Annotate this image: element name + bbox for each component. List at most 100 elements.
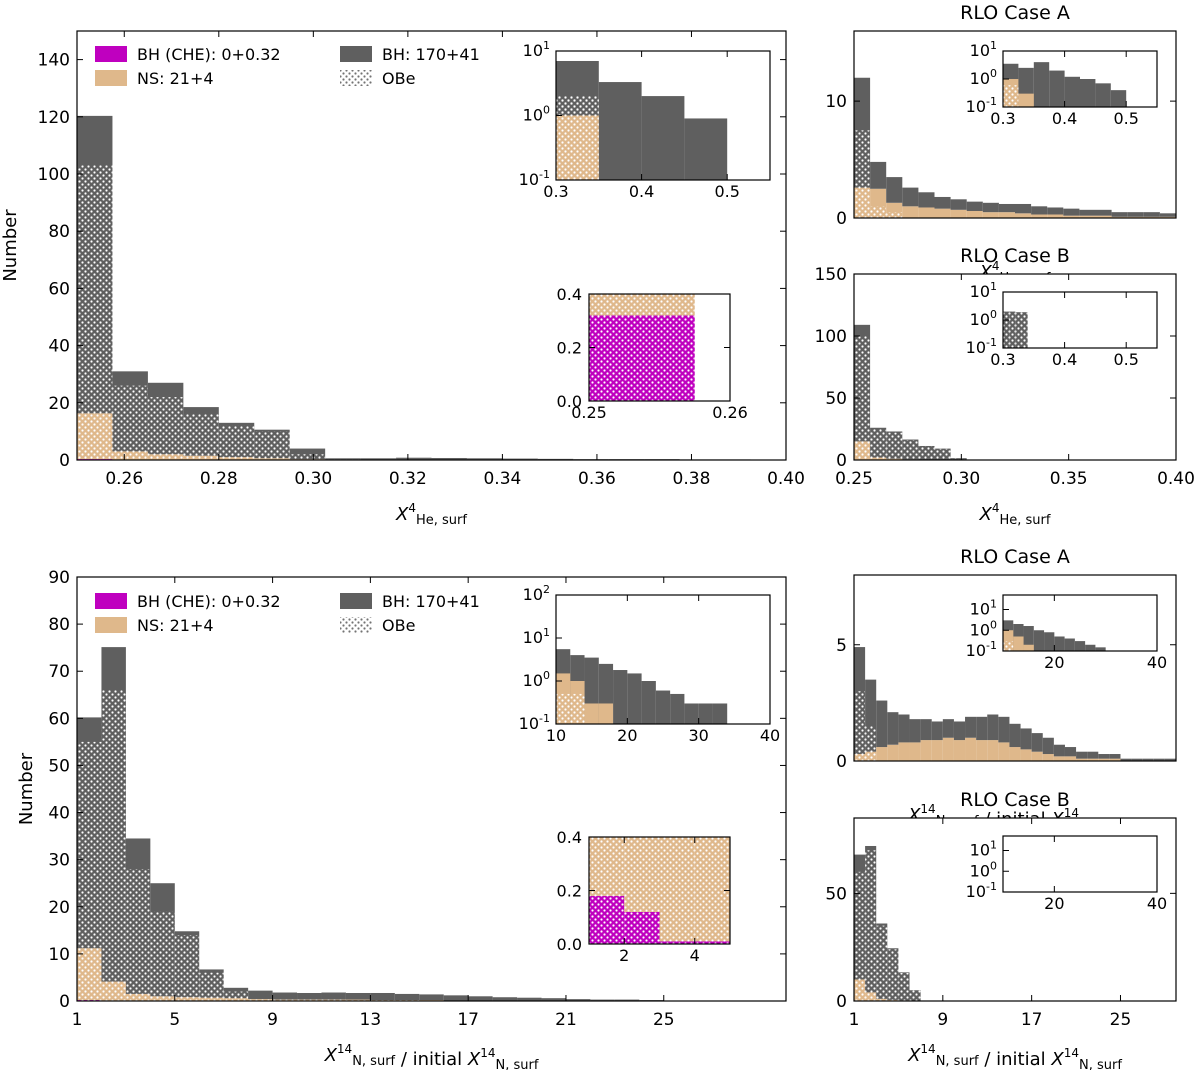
x-tick-label: 0.38 bbox=[673, 469, 711, 489]
bar-bh bbox=[1023, 626, 1034, 651]
bar-ns bbox=[920, 740, 932, 761]
bar-bh bbox=[870, 161, 887, 189]
x-tick-label: 20 bbox=[1044, 653, 1064, 672]
bar-obe bbox=[886, 212, 903, 218]
y-tick-label: 30 bbox=[48, 851, 70, 871]
bar-obe bbox=[876, 925, 888, 1001]
bar-bh bbox=[965, 716, 977, 738]
bar-bh bbox=[565, 999, 591, 1001]
bar-bh bbox=[1098, 754, 1110, 759]
y-tick-label: 0.0 bbox=[557, 392, 582, 411]
bar-bh bbox=[1064, 638, 1075, 651]
bar-obe bbox=[183, 414, 219, 460]
x-axis-label: X14N, surf / initial X14N, surf bbox=[324, 1042, 539, 1070]
y-tick-label: 101 bbox=[970, 839, 997, 860]
bar-ns bbox=[1031, 751, 1043, 761]
legend-swatch-bh-che bbox=[95, 46, 127, 62]
x-tick-label: 0.3 bbox=[990, 350, 1015, 369]
legend-swatch-bh-che bbox=[95, 593, 127, 609]
bar-bh bbox=[1164, 758, 1176, 761]
bar-bh bbox=[1009, 723, 1021, 748]
bar-bh bbox=[1020, 728, 1032, 750]
bar-ns-front bbox=[1003, 630, 1014, 651]
legend-label-bh-che: BH (CHE): 0+0.32 bbox=[137, 45, 281, 64]
y-tick-label: 100 bbox=[970, 67, 997, 88]
y-tick-label: 100 bbox=[970, 618, 997, 639]
x-tick-label: 0.25 bbox=[835, 469, 873, 489]
y-tick-label: 10-1 bbox=[966, 95, 997, 116]
bar-ns bbox=[953, 740, 966, 761]
plot-frame bbox=[76, 30, 787, 461]
y-tick-label: 50 bbox=[825, 389, 847, 409]
y-tick-label: 101 bbox=[970, 598, 997, 619]
x-tick-label: 0.5 bbox=[714, 182, 739, 201]
y-tick-label: 101 bbox=[970, 39, 997, 60]
bar-ns-front bbox=[1023, 644, 1034, 651]
bar-obe bbox=[854, 130, 871, 218]
y-tick-label: 0 bbox=[836, 752, 847, 772]
bar-bh bbox=[598, 82, 642, 180]
bar-bh bbox=[419, 994, 444, 1001]
legend-swatch-obe-pattern bbox=[340, 70, 372, 86]
y-tick-label: 120 bbox=[38, 108, 70, 128]
y-tick-label: 100 bbox=[970, 308, 997, 329]
panel-top-right-A-inset: 0.3 0.4 0.5 10-1 100 101 bbox=[966, 39, 1158, 128]
x-tick-label: 1 bbox=[849, 1010, 860, 1030]
x-tick-label: 0.35 bbox=[1050, 469, 1088, 489]
x-tick-label: 0.4 bbox=[1052, 109, 1077, 128]
bar-bh bbox=[431, 457, 467, 460]
bar-ns bbox=[1031, 214, 1048, 218]
x-tick-label: 0.28 bbox=[200, 469, 238, 489]
x-tick-label: 0.25 bbox=[571, 403, 607, 422]
bar-bh bbox=[502, 458, 538, 460]
bar-bh bbox=[670, 693, 685, 724]
bar-ns bbox=[1063, 215, 1080, 218]
bar-ns bbox=[942, 737, 954, 761]
bar-obe bbox=[556, 693, 571, 724]
legend-swatch-bh bbox=[340, 593, 372, 609]
y-tick-label: 101 bbox=[970, 280, 997, 301]
x-tick-label: 4 bbox=[690, 946, 700, 965]
bar-obe bbox=[886, 432, 903, 460]
legend-label-ns: NS: 21+4 bbox=[137, 616, 214, 635]
x-tick-label: 0.3 bbox=[543, 182, 568, 201]
bar-obe bbox=[870, 429, 887, 460]
bar-obe bbox=[112, 385, 148, 460]
y-tick-label: 101 bbox=[523, 626, 550, 647]
bar-bh bbox=[1110, 90, 1127, 107]
bar-bh bbox=[1064, 747, 1077, 757]
x-axis-label: X4He, surf bbox=[979, 501, 1051, 528]
x-tick-label: 9 bbox=[937, 1010, 948, 1030]
bar-bh bbox=[1109, 754, 1121, 759]
x-tick-label: 0.5 bbox=[1113, 350, 1138, 369]
plot-frame bbox=[1002, 594, 1158, 652]
bar-bh bbox=[950, 199, 967, 210]
y-tick-label: 50 bbox=[825, 884, 847, 904]
bar-obe bbox=[570, 693, 585, 724]
y-tick-label: 80 bbox=[48, 615, 70, 635]
bar-obe bbox=[854, 871, 866, 1001]
y-tick-label: 100 bbox=[38, 165, 70, 185]
bar-obe bbox=[918, 446, 935, 460]
x-tick-label: 30 bbox=[688, 726, 708, 745]
bar-obe bbox=[272, 999, 298, 1001]
bar-obe bbox=[77, 165, 113, 461]
x-tick-label: 13 bbox=[360, 1010, 382, 1030]
bar-ns-front bbox=[598, 703, 614, 724]
bar-bh bbox=[953, 721, 966, 741]
bar-obe bbox=[199, 972, 224, 1001]
bar-bh bbox=[1015, 203, 1032, 214]
bar-bh bbox=[1044, 632, 1055, 651]
bar-bh bbox=[1111, 212, 1128, 217]
legend-label-bh-che: BH (CHE): 0+0.32 bbox=[137, 592, 281, 611]
bar-obe bbox=[624, 837, 660, 944]
bar-obe bbox=[865, 850, 877, 1001]
bar-obe bbox=[870, 206, 887, 218]
bar-bh bbox=[1095, 209, 1112, 216]
bar-obe bbox=[254, 431, 290, 460]
x-tick-label: 21 bbox=[555, 1010, 577, 1030]
y-tick-label: 60 bbox=[48, 709, 70, 729]
bar-ns bbox=[1079, 215, 1096, 218]
y-axis-label: Number bbox=[16, 752, 37, 825]
